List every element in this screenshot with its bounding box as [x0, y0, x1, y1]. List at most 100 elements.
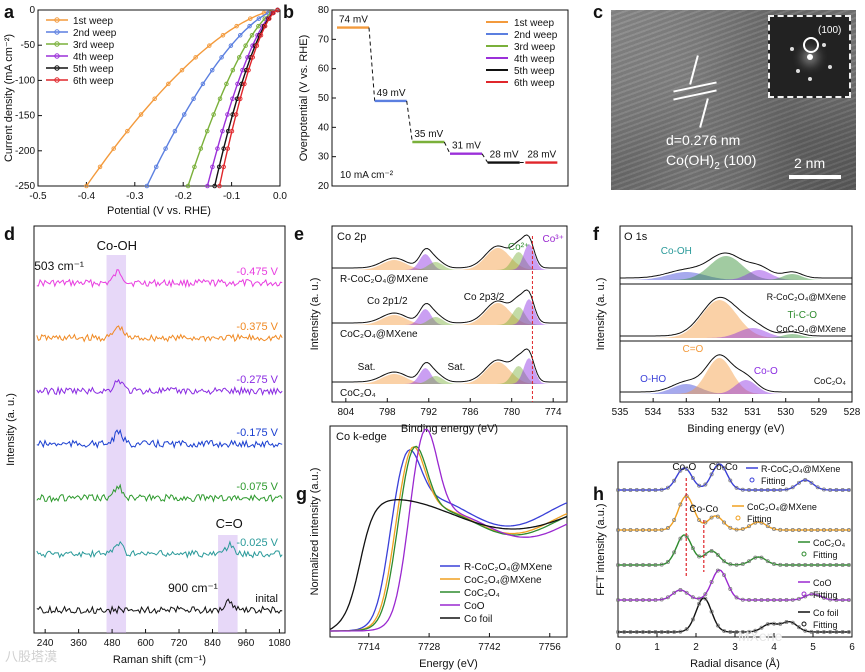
- curve-a-marker: [192, 164, 197, 170]
- fit-marker-h: [828, 528, 833, 532]
- curve-a-marker: [198, 146, 204, 151]
- fit-marker-h: [753, 598, 758, 602]
- curve-a-marker: [205, 183, 210, 189]
- fit-component-e: [332, 366, 567, 384]
- x-tick-label-e: 786: [462, 407, 479, 418]
- x-tick-label-a: -0.4: [78, 191, 96, 202]
- curve-a-marker: [179, 67, 185, 73]
- fit-component-e: [332, 248, 567, 270]
- band-co-oh: [106, 255, 127, 633]
- series-label-e: CoC₂O₄@MXene: [340, 329, 418, 340]
- curve-a-marker: [234, 23, 239, 29]
- fit-marker-h: [653, 528, 658, 532]
- x-tick-label-e: 792: [420, 407, 437, 418]
- fit-marker-h: [678, 588, 683, 592]
- y-axis-label-f: Intensity (a. u.): [595, 278, 607, 351]
- spectrum-label-d: -0.475 V: [236, 266, 278, 278]
- fit-marker-h: [753, 628, 758, 633]
- phase-subscript: 2: [714, 160, 720, 172]
- fit-marker-h: [622, 488, 627, 492]
- curve-a-marker: [216, 164, 222, 170]
- y-axis-label-b: Overpotential (V vs. RHE): [298, 35, 310, 162]
- legend-label-g: CoO: [464, 601, 485, 612]
- fit-marker-h: [759, 598, 764, 602]
- fit-marker-h: [734, 562, 739, 567]
- fit-component-e: [332, 303, 567, 325]
- curve-a-marker: [233, 112, 239, 117]
- fit-marker-h: [684, 467, 689, 471]
- fit-marker-h: [641, 598, 645, 602]
- curve-a-marker: [234, 96, 240, 101]
- curve-a-marker: [245, 55, 250, 60]
- x-tick-label-e: 804: [337, 407, 354, 418]
- fit-component-e: [332, 307, 567, 325]
- y-tick-label-a: -150: [15, 111, 35, 122]
- fit-component-f: [620, 328, 852, 338]
- fit-marker-h: [690, 617, 695, 622]
- fit-marker-h: [790, 485, 795, 490]
- tem-image: (100) d=0.276 nm Co(OH)2 (100) 2 nm: [611, 10, 856, 190]
- fit-marker-h: [616, 598, 620, 602]
- curve-a-marker: [237, 96, 243, 101]
- fit-marker-h: [803, 478, 808, 482]
- x-tick-label-d: 600: [137, 638, 154, 649]
- panel-letter-a: a: [4, 2, 15, 22]
- envelope-e: [332, 348, 567, 383]
- curve-a-marker: [249, 32, 255, 38]
- fit-marker-h: [672, 518, 677, 522]
- fit-marker-h: [665, 595, 670, 600]
- fit-marker-h: [665, 485, 670, 490]
- curve-a-marker: [225, 146, 231, 151]
- fit-marker-h: [740, 562, 745, 566]
- legend-fit-label-h: Fitting: [813, 550, 838, 560]
- x-tick-label-d: 480: [104, 638, 121, 649]
- fit-marker-h: [684, 627, 689, 632]
- fit-marker-h: [697, 554, 702, 559]
- legend-marker-a: [54, 17, 60, 23]
- x-axis-label-d: Raman shift (cm⁻¹): [113, 654, 206, 666]
- fit-marker-h: [647, 488, 652, 492]
- fit-marker-h: [821, 595, 826, 600]
- fft-spot: [828, 65, 832, 69]
- scale-bar-label: 2 nm: [794, 155, 826, 171]
- x-tick-label-e: 774: [545, 407, 562, 418]
- x-tick-label-g: 7756: [539, 642, 562, 653]
- curve-a-marker: [204, 128, 210, 134]
- annot-sat2-e: Sat.: [448, 362, 466, 373]
- fit-marker-h: [797, 528, 801, 532]
- fit-marker-h: [803, 528, 808, 532]
- fit-marker-h: [709, 548, 714, 553]
- fit-marker-h: [634, 598, 639, 602]
- fit-marker-h: [628, 598, 633, 602]
- fit-marker-h: [690, 476, 695, 481]
- fit-marker-h: [616, 630, 620, 634]
- curve-a-marker: [166, 81, 171, 87]
- fit-marker-h: [659, 487, 664, 492]
- fit-marker-h: [659, 527, 664, 532]
- fit-marker-h: [747, 598, 751, 602]
- panel-letter-d: d: [4, 224, 15, 244]
- legend-fit-marker-h: [801, 551, 807, 557]
- fit-marker-h: [790, 597, 795, 602]
- fit-marker-h: [803, 628, 808, 633]
- fit-marker-h: [665, 630, 670, 634]
- y-axis-label-h: FFT intensity (a.u.): [595, 503, 607, 595]
- envelope-f: [620, 296, 852, 337]
- y-tick-label-b: 30: [318, 152, 330, 163]
- fft-spot: [796, 69, 800, 73]
- curve-a-marker: [235, 81, 240, 87]
- fit-marker-h: [641, 528, 645, 532]
- x-tick-label-e: 780: [503, 407, 520, 418]
- fit-marker-h: [809, 528, 814, 532]
- curve-a-marker: [228, 43, 234, 48]
- curve-a-2: [187, 9, 278, 187]
- panel-letter-h: h: [593, 484, 604, 504]
- fit-marker-h: [678, 629, 683, 634]
- plot-frame-f: [619, 225, 853, 403]
- raman-spectrum-d: [36, 428, 283, 450]
- fit-marker-h: [734, 485, 739, 490]
- x-tick-label-f: 532: [711, 407, 728, 418]
- annot-co3-e: Co³⁺: [542, 234, 563, 245]
- fit-marker-h: [653, 630, 658, 634]
- envelope-e: [332, 234, 567, 269]
